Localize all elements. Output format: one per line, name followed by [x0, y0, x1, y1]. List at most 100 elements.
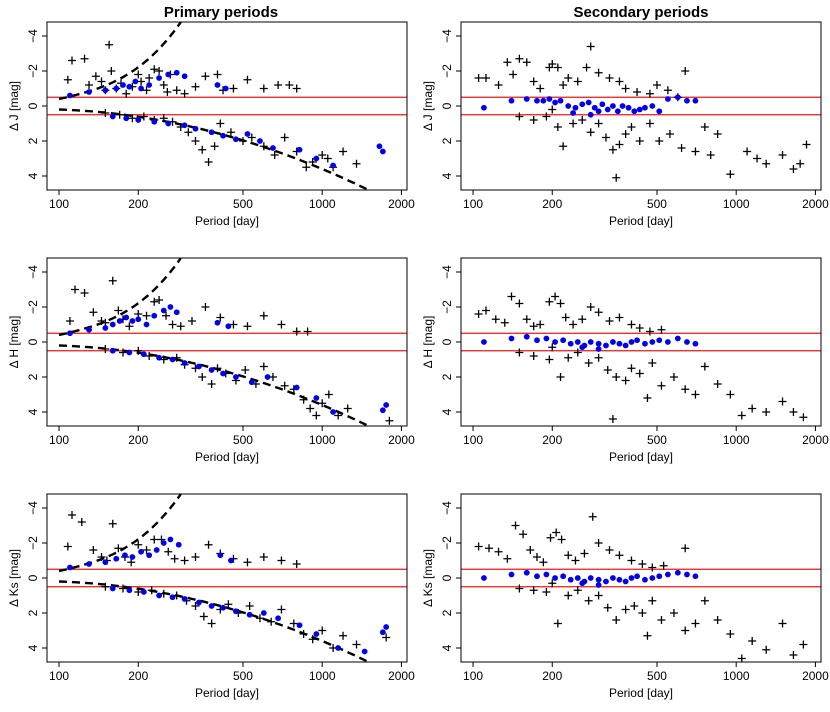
- data-point-plus: [125, 322, 134, 331]
- data-point-plus: [663, 86, 672, 95]
- data-point-dot: [109, 113, 116, 120]
- data-point-dot: [160, 307, 167, 314]
- data-point-dot: [674, 569, 681, 576]
- plot-area: [47, 22, 407, 190]
- plot-frame: [460, 21, 822, 191]
- data-point-plus: [542, 112, 551, 121]
- data-point-plus: [89, 308, 98, 317]
- data-point-dot: [572, 104, 579, 111]
- data-point-plus: [659, 561, 668, 570]
- data-point-plus: [352, 640, 361, 649]
- data-point-plus: [515, 54, 524, 63]
- data-point-dot: [86, 89, 92, 95]
- data-point-plus: [339, 631, 348, 640]
- y-tick-label: −2: [440, 300, 454, 314]
- data-point-plus: [515, 299, 524, 308]
- data-point-dot: [264, 374, 271, 380]
- data-point-dot: [649, 339, 656, 345]
- data-point-plus: [324, 390, 333, 399]
- data-point-dot: [664, 571, 671, 578]
- data-point-dot: [481, 104, 487, 111]
- data-point-plus: [145, 352, 154, 360]
- data-point-plus: [556, 373, 565, 381]
- y-tick-label: 4: [440, 408, 454, 415]
- data-point-dot: [616, 340, 623, 347]
- data-point-dot: [222, 85, 229, 92]
- y-tick-label: −2: [26, 300, 40, 314]
- data-point-plus: [134, 70, 143, 79]
- x-axis-label: Period [day]: [609, 214, 673, 228]
- data-point-dot: [570, 110, 576, 116]
- data-point-plus: [584, 596, 593, 605]
- data-point-dot: [610, 575, 616, 581]
- chart-panel-primary-H: 100 200 500 1000 2000 −4 −2 0 2 4 Period [day] Δ H …: [7, 257, 415, 464]
- data-point-plus: [529, 586, 538, 595]
- data-point-dot: [595, 340, 602, 347]
- data-point-dot: [634, 337, 640, 344]
- data-point-plus: [259, 311, 268, 320]
- data-point-plus: [753, 154, 762, 163]
- data-point-dot: [628, 339, 635, 345]
- data-point-dot: [165, 71, 172, 78]
- data-point-plus: [578, 116, 587, 124]
- x-tick-label: 200: [542, 197, 562, 211]
- data-point-plus: [164, 547, 173, 556]
- y-tick-label: 0: [26, 102, 40, 109]
- data-point-plus: [270, 151, 279, 159]
- data-point-plus: [564, 591, 573, 600]
- data-point-dot: [335, 645, 342, 651]
- x-tick-label: 1000: [309, 669, 336, 683]
- data-point-plus: [245, 602, 254, 610]
- y-tick-label: −2: [26, 536, 40, 550]
- data-point-dot: [587, 111, 594, 118]
- data-point-plus: [713, 380, 722, 388]
- data-point-plus: [343, 404, 352, 413]
- upper-envelope-curve: [58, 22, 182, 101]
- data-point-dot: [233, 608, 239, 615]
- data-point-dot: [552, 575, 558, 581]
- data-point-plus: [277, 320, 286, 329]
- data-point-plus: [119, 584, 127, 593]
- data-point-plus: [180, 89, 189, 98]
- data-point-plus: [184, 128, 193, 137]
- data-point-plus: [737, 411, 746, 420]
- data-point-plus: [481, 306, 490, 315]
- data-point-dot: [610, 103, 616, 109]
- data-point-plus: [207, 380, 216, 388]
- data-point-plus: [545, 355, 554, 364]
- data-point-dot: [146, 552, 153, 559]
- x-tick-label: 100: [49, 197, 69, 211]
- data-point-dot: [132, 78, 139, 85]
- y-tick-label: −4: [440, 265, 454, 279]
- chart-panel-secondary-Ks: 100 200 500 1000 2000 −4 −2 0 2 4 Period [day] Δ Ks…: [421, 493, 829, 700]
- x-tick-label: 2000: [802, 669, 829, 683]
- x-axis-label: Period [day]: [195, 214, 259, 228]
- data-point-dot: [656, 337, 663, 344]
- data-point-dot: [361, 648, 368, 655]
- data-point-dot: [246, 611, 253, 618]
- data-point-dot: [151, 312, 158, 319]
- data-point-plus: [80, 289, 89, 297]
- data-point-plus: [605, 546, 614, 554]
- data-point-plus: [201, 303, 210, 311]
- data-point-dot: [160, 540, 167, 546]
- data-point-dot: [248, 379, 255, 386]
- data-point-plus: [114, 544, 123, 553]
- data-point-plus: [308, 158, 317, 166]
- x-axis-label: Period [day]: [609, 450, 673, 464]
- y-tick-label: 2: [26, 609, 40, 616]
- y-tick-label: 4: [26, 644, 40, 651]
- data-point-plus: [612, 373, 621, 381]
- upper-envelope-curve: [58, 494, 182, 573]
- data-point-plus: [170, 554, 179, 563]
- chart-panel-secondary-H: 100 200 500 1000 2000 −4 −2 0 2 4 Period [day] Δ H …: [421, 257, 829, 464]
- data-point-plus: [643, 394, 652, 402]
- data-point-plus: [633, 88, 642, 96]
- data-point-dot: [169, 594, 176, 601]
- data-point-plus: [255, 614, 264, 623]
- chart-panel-secondary-J: 100 200 500 1000 2000 −4 −2 0 2 4 Period [day] Δ J …: [421, 21, 829, 228]
- data-point-plus: [578, 315, 587, 324]
- data-point-plus: [285, 81, 294, 89]
- data-point-plus: [323, 154, 332, 163]
